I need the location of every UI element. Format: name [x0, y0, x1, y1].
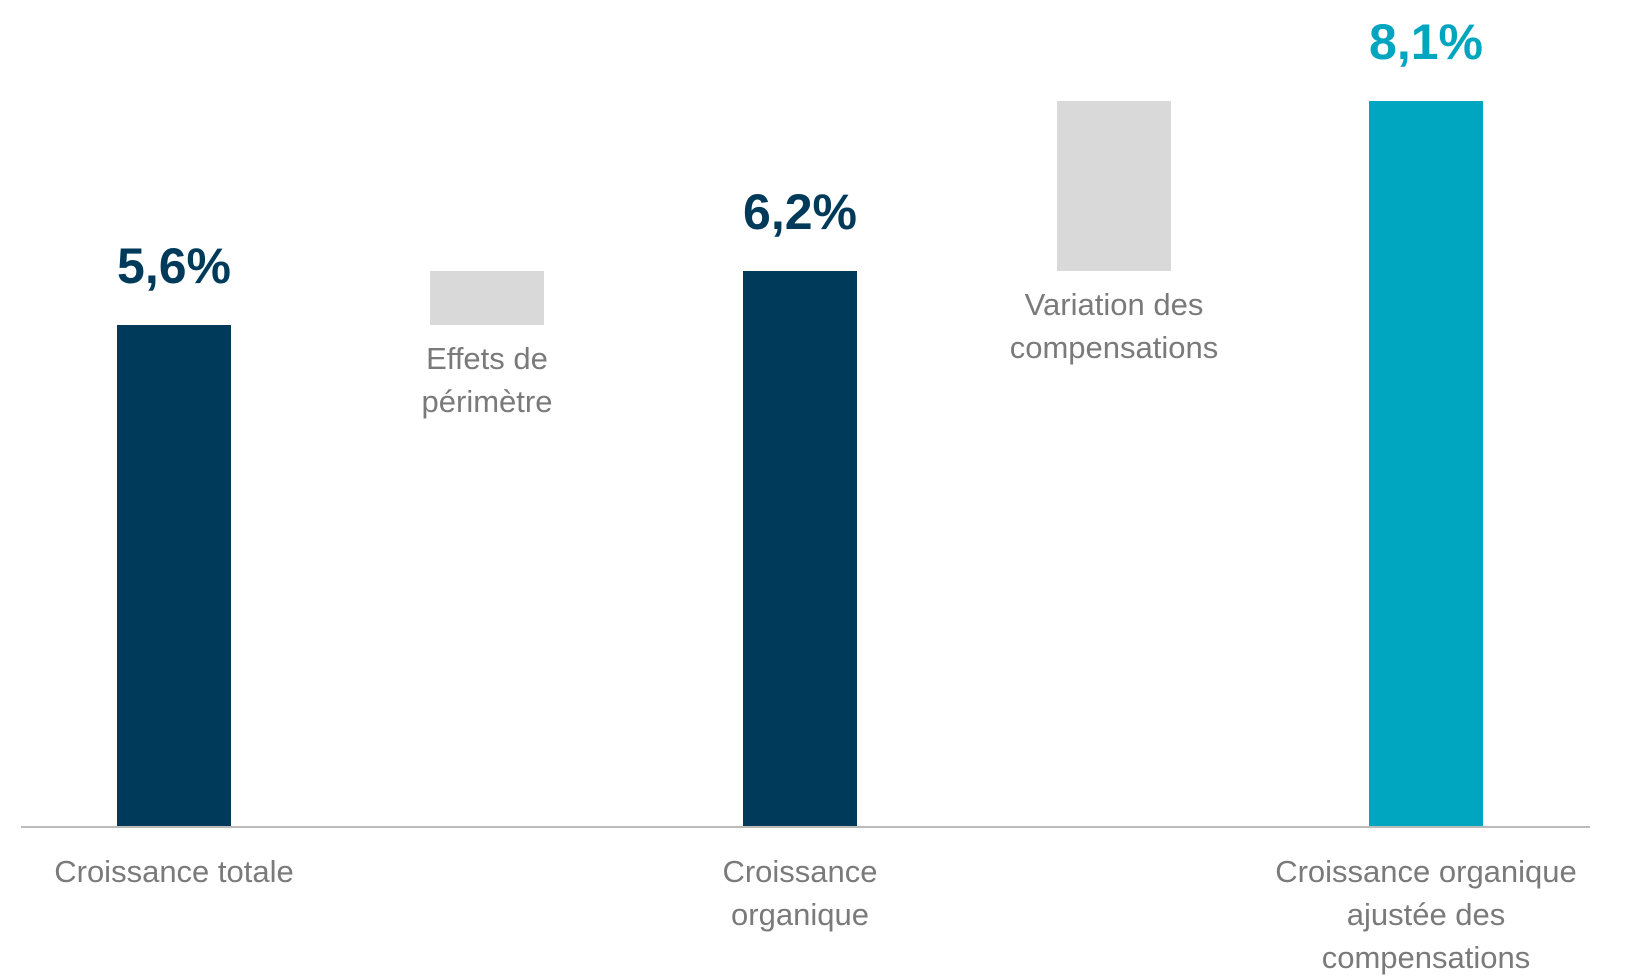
category-label: Croissance organique ajustée des compens… — [1275, 854, 1577, 975]
total-bar — [117, 324, 231, 826]
delta-bar — [430, 271, 544, 325]
delta-bar — [1057, 101, 1171, 272]
value-label: 6,2% — [743, 184, 857, 241]
total-bar — [1369, 101, 1483, 826]
category-label: Effets de périmètre — [421, 340, 553, 419]
value-label: 8,1% — [1369, 14, 1483, 70]
value-label: 5,6% — [117, 237, 231, 294]
category-label: Croissance organique — [722, 854, 878, 932]
axis-line — [21, 826, 1590, 828]
category-label: Variation des compensations — [1009, 287, 1219, 366]
total-bar — [743, 271, 857, 826]
category-label: Croissance totale — [54, 854, 294, 889]
